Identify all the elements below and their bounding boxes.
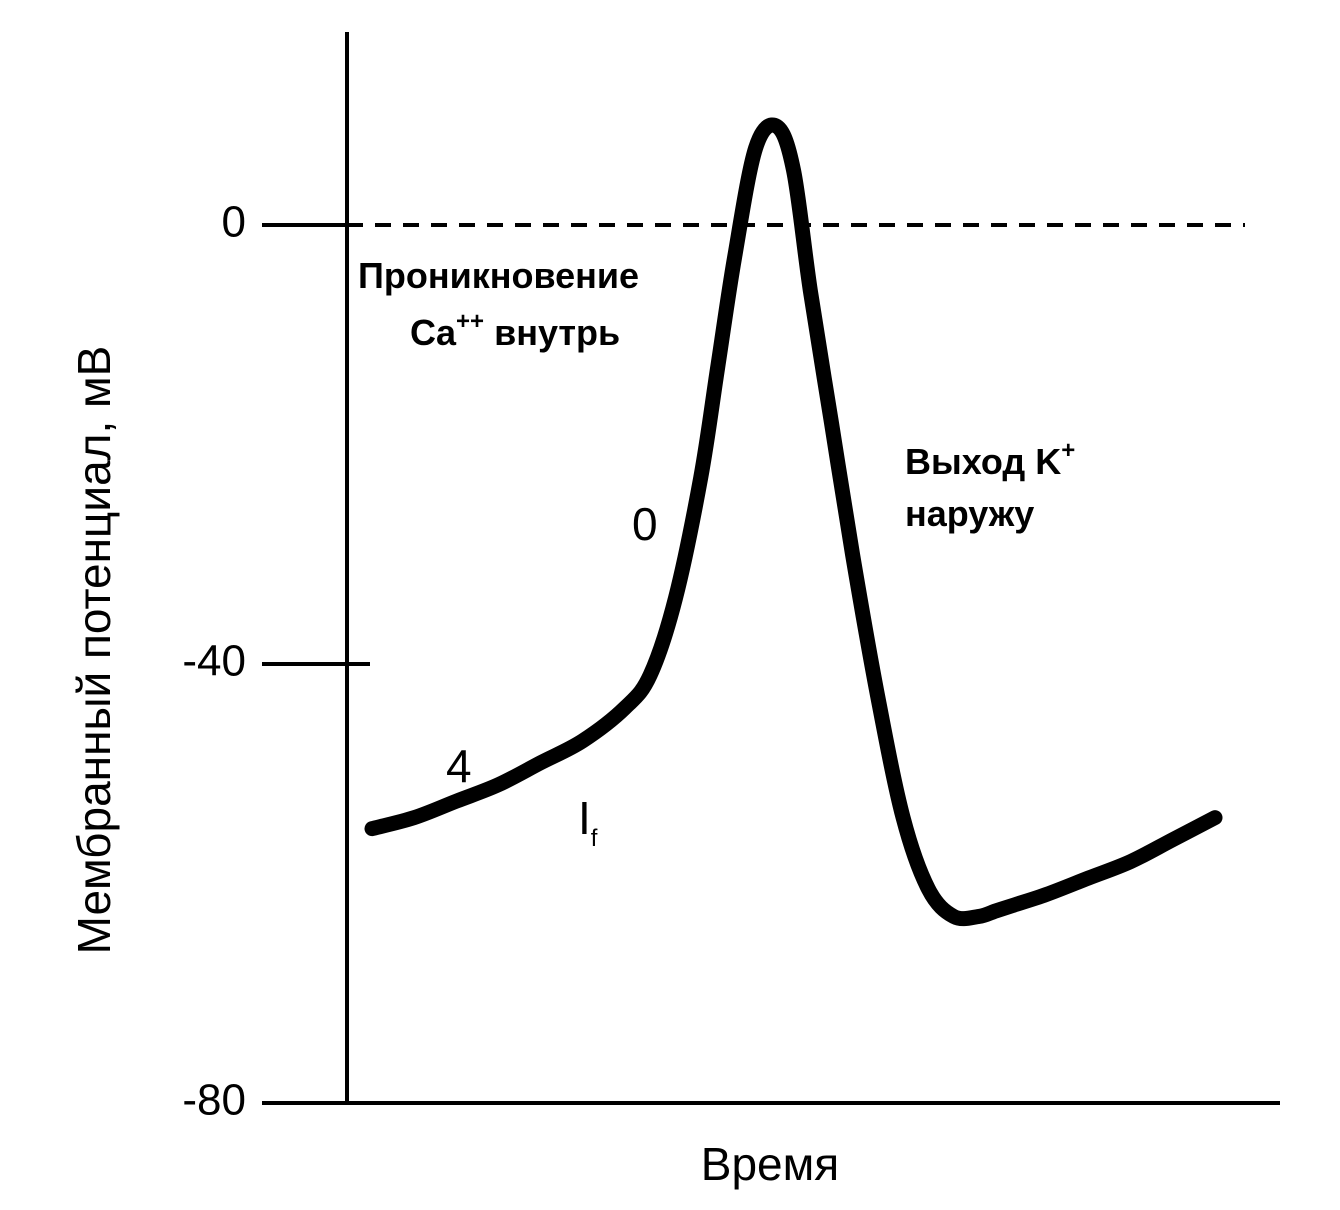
y-tick-label: -80 <box>182 1076 246 1125</box>
x-axis-title: Время <box>701 1138 839 1190</box>
ca-charge-superscript: ++ <box>456 308 484 335</box>
if-current-subscript: f <box>591 825 598 852</box>
if-current-label: If <box>578 792 598 852</box>
k-efflux-label-line2: наружу <box>905 493 1034 534</box>
ca-influx-label-line2: Ca++ внутрь <box>410 308 620 353</box>
y-tick-label: -40 <box>182 637 246 686</box>
k-charge-superscript: + <box>1061 437 1075 464</box>
y-tick-label: 0 <box>222 198 246 247</box>
y-axis-title: Мембранный потенциал, мВ <box>68 346 120 955</box>
k-label: Выход K <box>905 441 1061 482</box>
ca-direction: внутрь <box>484 312 620 353</box>
y-ticks: 0 -40 -80 <box>182 198 370 1125</box>
phase-4-label: 4 <box>446 740 472 792</box>
if-current-symbol: I <box>578 792 591 844</box>
k-efflux-label-line1: Выход K+ <box>905 437 1075 482</box>
ca-influx-label-line1: Проникновение <box>358 255 639 296</box>
phase-0-label: 0 <box>632 498 658 550</box>
ca-symbol: Ca <box>410 312 457 353</box>
membrane-potential-curve <box>364 117 1223 927</box>
